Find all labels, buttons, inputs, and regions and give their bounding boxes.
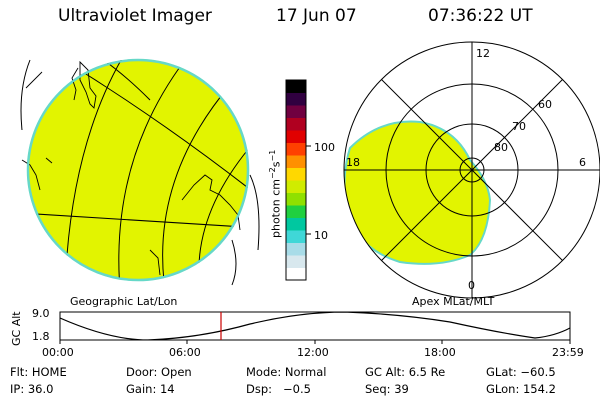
colorbar-segment [286,230,306,243]
coastlines [21,60,241,276]
glat-status: GLat: −60.5 [486,365,556,379]
polar-plot [343,41,600,299]
colorbar-segment [286,155,306,168]
x-tick-0600: 06:00 [169,346,201,359]
left-panel-caption: Geographic Lat/Lon [70,295,178,308]
seq-status: Seq: 39 [365,382,409,396]
colorbar-segment [286,92,306,106]
altitude-plot [59,311,571,344]
gain-status: Gain: 14 [126,382,175,396]
mlat-70-label: 70 [512,120,526,133]
mlt-18-label: 18 [346,156,360,169]
colorbar-segment [286,117,306,131]
glon-status: GLon: 154.2 [486,382,556,396]
mlat-80-label: 80 [494,141,508,154]
header-date: 17 Jun 07 [276,6,357,26]
colorbar-segment [286,130,306,143]
colorbar-segment [286,142,306,156]
color-scale-bar [285,79,311,281]
altitude-ylabel: GC Alt [10,311,23,346]
uv-emission-disk [26,58,250,282]
mode-status: Mode: Normal [246,365,327,379]
mlt-0-label: 0 [468,279,475,292]
x-tick-1200: 12:00 [297,346,329,359]
mlt-12-label: 12 [476,47,490,60]
colorbar-segment [286,105,306,118]
altitude-ymax: 9.0 [32,307,50,320]
ip-status: IP: 36.0 [10,382,54,396]
colorbar-segment [286,217,306,231]
door-status: Door: Open [126,365,192,379]
disk-edge [27,59,249,281]
flt-status: Flt: HOME [10,365,67,379]
colorbar-label: photon cm−2s−1 [268,149,283,238]
mlat-60-label: 60 [538,98,552,111]
x-tick-0000: 00:00 [42,346,74,359]
colorbar-tick-10: 10 [314,229,328,242]
geographic-map [20,58,260,286]
colorbar-segment [286,267,306,281]
x-tick-2359: 23:59 [552,346,584,359]
colorbar-tick-100: 100 [314,141,335,154]
colorbar-segment [286,255,306,268]
gcalt-status: GC Alt: 6.5 Re [365,365,446,379]
colorbar-segment [286,180,306,193]
app-title: Ultraviolet Imager [58,6,212,26]
dsp-status: Dsp: −0.5 [246,382,311,396]
colorbar-frame [285,79,307,281]
altitude-ymin: 1.8 [32,330,50,343]
colorbar-segment [286,192,306,206]
x-tick-1800: 18:00 [424,346,456,359]
colorbar-segment [286,205,306,218]
polar-grid [343,41,600,299]
mlt-6-label: 6 [579,156,586,169]
altitude-curve [60,312,570,340]
grid-extension [20,59,260,286]
right-panel-caption: Apex MLat/MLT [412,295,495,308]
colorbar-segment [286,167,306,181]
colorbar-segment [286,80,306,93]
colorbar-segment [286,242,306,256]
header-time: 07:36:22 UT [428,6,533,26]
